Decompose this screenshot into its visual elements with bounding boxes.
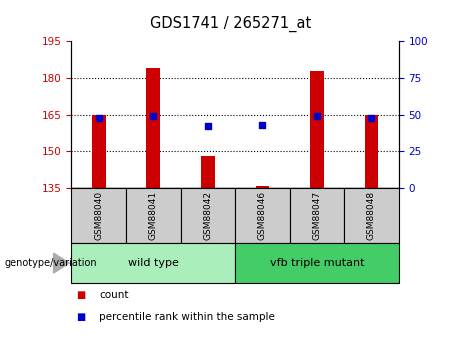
Bar xyxy=(310,71,324,188)
Text: GSM88042: GSM88042 xyxy=(203,191,213,240)
Text: percentile rank within the sample: percentile rank within the sample xyxy=(99,313,275,322)
Point xyxy=(149,114,157,119)
Bar xyxy=(201,156,215,188)
Text: GSM88048: GSM88048 xyxy=(367,191,376,240)
Text: GSM88041: GSM88041 xyxy=(149,191,158,240)
Bar xyxy=(365,115,378,188)
Bar xyxy=(290,188,344,243)
Text: vfb triple mutant: vfb triple mutant xyxy=(270,258,364,268)
Bar xyxy=(235,188,290,243)
Text: GSM88046: GSM88046 xyxy=(258,191,267,240)
Bar xyxy=(344,188,399,243)
Text: genotype/variation: genotype/variation xyxy=(5,258,97,268)
Point xyxy=(259,122,266,128)
Point xyxy=(313,114,321,119)
Bar xyxy=(235,243,399,283)
Text: wild type: wild type xyxy=(128,258,179,268)
Text: ■: ■ xyxy=(76,290,85,300)
Point xyxy=(204,124,212,129)
Bar xyxy=(71,188,126,243)
Polygon shape xyxy=(53,253,69,273)
Bar xyxy=(147,68,160,188)
Point xyxy=(368,115,375,120)
Text: GDS1741 / 265271_at: GDS1741 / 265271_at xyxy=(150,16,311,32)
Bar xyxy=(255,186,269,188)
Bar xyxy=(126,188,181,243)
Text: GSM88047: GSM88047 xyxy=(313,191,321,240)
Bar xyxy=(92,115,106,188)
Point xyxy=(95,115,102,120)
Text: GSM88040: GSM88040 xyxy=(94,191,103,240)
Text: count: count xyxy=(99,290,129,300)
Bar xyxy=(71,243,235,283)
Text: ■: ■ xyxy=(76,313,85,322)
Bar xyxy=(181,188,235,243)
